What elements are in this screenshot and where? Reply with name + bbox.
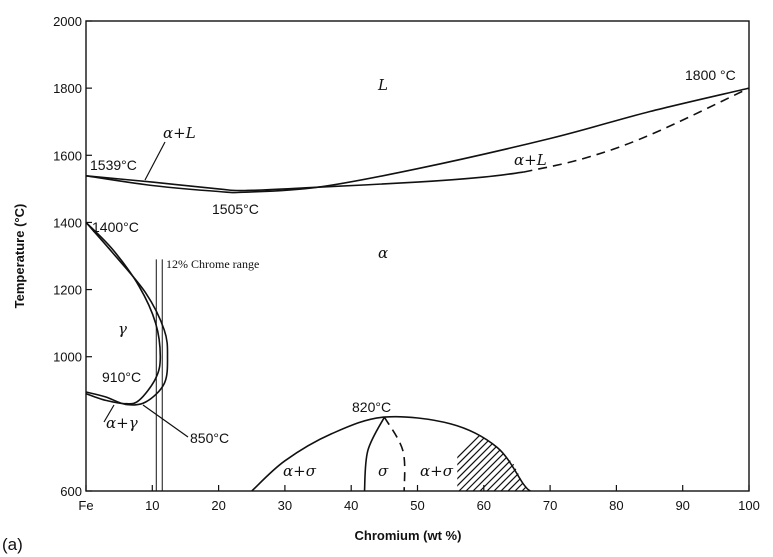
chrome-range-label: 12% Chrome range — [166, 257, 259, 271]
hatch-line — [528, 428, 531, 491]
hatch-line — [521, 428, 531, 491]
phase-label-sigma: σ — [378, 462, 389, 480]
annotation-1539c: 1539°C — [90, 157, 137, 173]
phase-label-alpha-sigma-right: α+σ — [420, 462, 454, 480]
hatch-line — [507, 428, 531, 491]
hatch-line — [500, 428, 531, 491]
phase-label-alpha-l-left: α+L — [163, 124, 196, 142]
annotation-1505c: 1505°C — [212, 201, 259, 217]
phase-boundary-1 — [85, 171, 524, 192]
y-tick-label: 1000 — [53, 350, 82, 365]
phase-label-alpha-l-right: α+L — [514, 151, 547, 169]
x-tick-label: 10 — [145, 498, 159, 513]
hatch-line — [493, 428, 531, 491]
x-tick-label: 60 — [477, 498, 491, 513]
hatch-line — [457, 428, 519, 491]
y-tick-label: 1400 — [53, 215, 82, 230]
phase-boundary-0 — [85, 87, 750, 194]
hatch-line — [536, 411, 616, 491]
hatch-line — [457, 428, 526, 491]
annotation-910c: 910°C — [102, 369, 141, 385]
plot-frame — [85, 20, 750, 492]
annotation-1400c: 1400°C — [92, 219, 139, 235]
phase-boundary-4 — [85, 221, 169, 406]
x-tick-label: 70 — [543, 498, 557, 513]
hatch-line — [458, 428, 531, 491]
hatch-line — [457, 428, 531, 491]
hatch-line — [571, 411, 651, 491]
phase-boundary-7 — [383, 416, 406, 492]
hatch-line — [457, 428, 512, 491]
annotation-1800c: 1800 °C — [685, 67, 736, 83]
y-tick-label: 600 — [60, 484, 82, 499]
y-tick-label: 1800 — [53, 81, 82, 96]
x-tick-label: 40 — [344, 498, 358, 513]
axis-ticks: Fe 10 20 30 40 50 60 70 80 90 100 600 1000 1200 1400 16… — [53, 14, 760, 513]
leader-alpha-l — [144, 141, 166, 181]
y-tick-label: 2000 — [53, 14, 82, 29]
phase-boundary-2 — [523, 87, 750, 173]
x-tick-label: Fe — [78, 498, 93, 513]
x-tick-label: 80 — [609, 498, 623, 513]
x-tick-label: 30 — [278, 498, 292, 513]
hatch-line — [557, 411, 637, 491]
phase-boundary-6 — [363, 416, 386, 492]
y-tick-label: 1200 — [53, 283, 82, 298]
panel-label: (a) — [2, 535, 23, 554]
y-tick-label: 1600 — [53, 148, 82, 163]
x-axis-label: Chromium (wt %) — [355, 528, 462, 543]
annotation-820c: 820°C — [352, 399, 391, 415]
hatched-region — [457, 411, 658, 491]
x-tick-label: 100 — [738, 498, 760, 513]
phase-label-alpha-gamma: α+γ — [106, 414, 138, 432]
hatch-line — [514, 428, 531, 491]
phase-label-alpha-sigma-left: α+σ — [283, 462, 317, 480]
annotation-850c: 850°C — [190, 430, 229, 446]
x-tick-label: 50 — [410, 498, 424, 513]
hatch-line — [457, 428, 505, 491]
hatch-line — [550, 411, 630, 491]
y-axis-label: Temperature (°C) — [12, 204, 27, 309]
phase-boundary-3 — [85, 221, 162, 405]
x-tick-label: 90 — [675, 498, 689, 513]
phase-label-alpha: α — [378, 244, 388, 262]
hatch-line — [543, 411, 623, 491]
phase-boundary-curves — [85, 87, 750, 492]
leader-alpha-gamma — [103, 404, 115, 423]
leader-850c — [142, 404, 189, 438]
phase-label-liquid: L — [377, 76, 388, 94]
hatch-line — [564, 411, 644, 491]
hatch-line — [578, 411, 658, 491]
x-tick-label: 20 — [211, 498, 225, 513]
phase-boundary-5 — [251, 415, 531, 492]
phase-label-gamma: γ — [118, 320, 127, 338]
